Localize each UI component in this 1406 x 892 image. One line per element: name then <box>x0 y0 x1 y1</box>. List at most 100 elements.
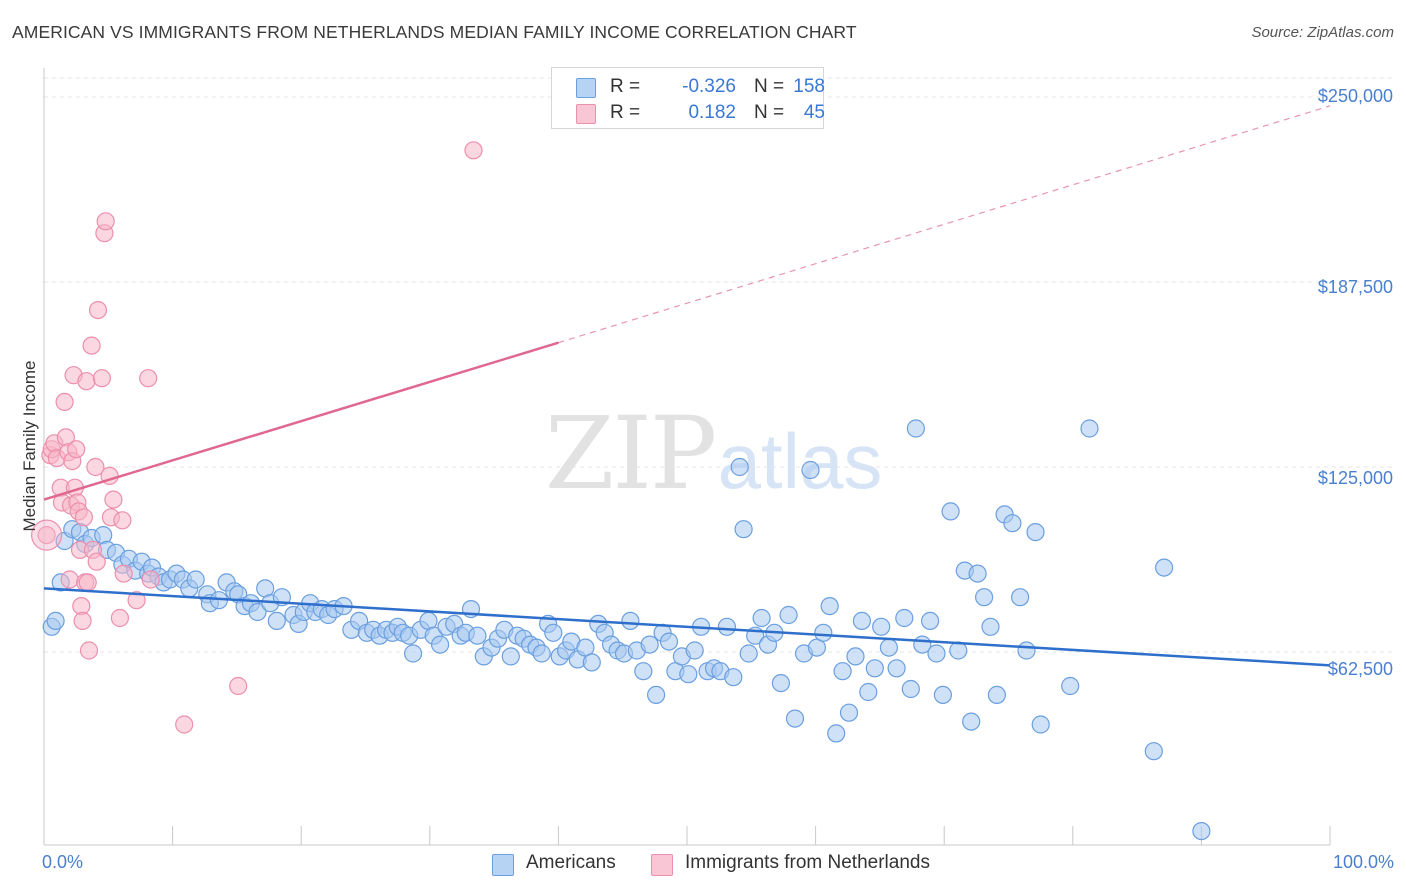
data-point-americans <box>1080 419 1099 438</box>
data-point-netherlands <box>77 372 96 391</box>
data-point-americans <box>501 647 520 666</box>
data-point-americans <box>887 659 906 678</box>
data-point-americans <box>94 525 113 545</box>
data-point-netherlands <box>87 552 106 571</box>
legend-swatch-pink <box>651 854 673 876</box>
data-point-americans <box>752 608 771 628</box>
data-point-americans <box>785 709 805 728</box>
data-point-americans <box>634 662 653 681</box>
data-point-americans <box>820 596 839 616</box>
legend-swatch-blue <box>492 854 514 876</box>
x-tick-label-max: 100.0% <box>1332 852 1394 872</box>
data-point-americans <box>1010 588 1030 607</box>
data-point-netherlands <box>175 715 194 734</box>
data-point-americans <box>734 520 753 539</box>
data-point-americans <box>827 724 846 743</box>
trend-line-netherlands-extension <box>558 105 1331 344</box>
data-point-netherlands <box>229 676 248 696</box>
data-point-netherlands <box>60 570 79 589</box>
data-point-americans <box>839 703 859 722</box>
data-point-americans <box>1192 821 1211 841</box>
data-point-netherlands <box>82 336 101 355</box>
y-tick-label: $187,500 <box>1317 277 1393 297</box>
y-axis-label: Median Family Income <box>20 360 39 532</box>
data-point-americans <box>267 611 286 631</box>
data-point-americans <box>968 564 987 583</box>
grid-lines <box>44 77 1395 653</box>
watermark-zip: ZIP <box>545 395 715 512</box>
data-point-americans <box>771 673 791 693</box>
chart-source: Source: ZipAtlas.com <box>1251 24 1394 41</box>
data-point-netherlands <box>114 564 133 583</box>
y-tick-label: $250,000 <box>1317 86 1393 106</box>
axes <box>43 68 1331 846</box>
watermark: ZIP atlas <box>545 395 883 512</box>
legend-r-label: R = <box>610 76 641 97</box>
data-point-netherlands <box>79 641 99 660</box>
data-point-americans <box>582 653 601 672</box>
legend-swatch-blue <box>576 78 596 98</box>
data-point-americans <box>739 644 758 663</box>
data-point-netherlands <box>464 141 483 160</box>
data-point-netherlands <box>88 301 108 320</box>
data-point-americans <box>431 635 450 654</box>
data-point-americans <box>872 617 891 636</box>
data-point-americans <box>646 685 666 705</box>
correlation-legend: R = -0.326 N = 158 R = 0.182 N = 45 <box>551 67 825 129</box>
data-point-americans <box>685 641 704 660</box>
series-legend: Americans Immigrants from Netherlands <box>0 852 1406 878</box>
data-point-netherlands <box>55 392 74 411</box>
trend-lines <box>43 105 1331 667</box>
data-point-americans <box>901 679 920 699</box>
data-point-netherlands <box>141 570 160 589</box>
data-point-americans <box>621 611 640 631</box>
data-point-americans <box>1026 522 1045 542</box>
data-point-netherlands <box>104 490 123 509</box>
data-point-americans <box>659 632 679 651</box>
data-point-americans <box>1144 742 1163 761</box>
data-point-americans <box>987 685 1007 705</box>
legend-n-label: N = <box>754 76 785 97</box>
data-point-netherlands <box>73 611 92 631</box>
data-point-netherlands <box>86 457 105 477</box>
data-point-americans <box>544 623 563 642</box>
data-point-netherlands <box>37 525 56 545</box>
data-point-americans <box>1003 514 1022 533</box>
data-point-americans <box>468 626 487 645</box>
data-point-americans <box>404 644 423 663</box>
legend-label-netherlands: Immigrants from Netherlands <box>685 852 930 873</box>
data-point-netherlands <box>78 573 97 592</box>
data-point-netherlands <box>127 591 146 610</box>
data-point-americans <box>833 662 852 681</box>
legend-n-value: 45 <box>803 102 825 123</box>
chart-title: AMERICAN VS IMMIGRANTS FROM NETHERLANDS … <box>12 22 857 42</box>
legend-r-value: 0.182 <box>688 102 736 123</box>
data-point-americans <box>46 611 65 631</box>
data-point-americans <box>801 460 820 480</box>
data-point-americans <box>920 611 940 631</box>
data-point-americans <box>1031 715 1050 734</box>
data-point-netherlands <box>96 212 115 231</box>
data-point-americans <box>679 665 698 684</box>
data-point-americans <box>779 605 798 625</box>
trend-line-americans <box>43 587 1331 667</box>
data-point-americans <box>879 638 899 657</box>
x-tick-label-min: 0.0% <box>42 852 84 872</box>
data-point-americans <box>852 611 872 631</box>
legend-r-label: R = <box>610 102 641 123</box>
y-tick-label: $62,500 <box>1327 659 1393 679</box>
data-point-americans <box>1061 676 1080 696</box>
legend-label-americans: Americans <box>526 852 616 873</box>
data-point-americans <box>1017 641 1036 660</box>
data-point-americans <box>717 617 737 636</box>
data-point-netherlands <box>74 508 94 527</box>
data-point-americans <box>895 608 914 628</box>
data-point-americans <box>846 647 865 666</box>
data-point-americans <box>962 712 981 731</box>
data-point-americans <box>814 623 833 642</box>
data-point-americans <box>1154 558 1174 577</box>
data-point-netherlands <box>110 608 130 628</box>
data-point-americans <box>941 502 960 521</box>
trend-line-netherlands <box>43 341 559 501</box>
